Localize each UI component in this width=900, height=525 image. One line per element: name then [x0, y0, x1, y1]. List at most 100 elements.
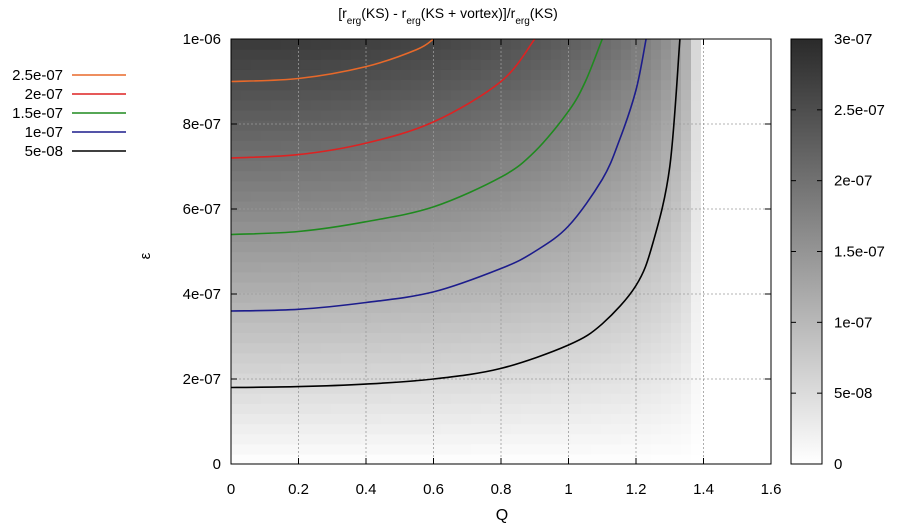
heatmap-cell: [511, 160, 522, 172]
heatmap-cell: [591, 271, 602, 283]
heatmap-cell: [731, 403, 742, 415]
heatmap-cell: [381, 342, 392, 354]
heatmap-cell: [251, 180, 262, 192]
heatmap-cell: [541, 332, 552, 344]
heatmap-cell: [471, 453, 482, 465]
heatmap-cell: [271, 413, 282, 425]
heatmap-cell: [241, 393, 252, 404]
heatmap-cell: [691, 433, 702, 445]
heatmap-cell: [431, 433, 442, 445]
heatmap-cell: [401, 39, 412, 50]
heatmap-cell: [321, 190, 332, 202]
heatmap-cell: [581, 281, 592, 293]
heatmap-cell: [501, 403, 512, 415]
heatmap-cell: [541, 453, 552, 465]
heatmap-cell: [671, 140, 682, 151]
heatmap-cell: [311, 281, 322, 293]
heatmap-cell: [341, 251, 352, 263]
heatmap-cell: [721, 39, 732, 50]
heatmap-cell: [621, 69, 632, 81]
heatmap-cell: [401, 433, 412, 445]
heatmap-cell: [291, 39, 302, 50]
heatmap-cell: [341, 302, 352, 313]
heatmap-cell: [461, 200, 472, 212]
heatmap-cell: [501, 372, 512, 384]
heatmap-cell: [701, 443, 712, 455]
heatmap-cell: [601, 251, 612, 263]
heatmap-cell: [511, 99, 522, 111]
heatmap-cell: [621, 322, 632, 334]
heatmap-cell: [321, 231, 332, 242]
heatmap-cell: [471, 180, 482, 192]
heatmap-cell: [611, 49, 622, 60]
heatmap-cell: [331, 312, 342, 323]
heatmap-cell: [661, 119, 672, 131]
heatmap-cell: [591, 291, 602, 303]
heatmap-cell: [541, 443, 552, 455]
heatmap-cell: [761, 150, 772, 162]
heatmap-cell: [691, 251, 702, 263]
heatmap-cell: [271, 160, 282, 172]
heatmap-cell: [711, 130, 722, 141]
heatmap-cell: [601, 221, 612, 232]
heatmap-cell: [721, 150, 732, 162]
heatmap-cell: [531, 170, 542, 182]
heatmap-cell: [531, 342, 542, 354]
heatmap-cell: [661, 49, 672, 60]
heatmap-cell: [621, 291, 632, 303]
heatmap-cell: [461, 342, 472, 354]
heatmap-cell: [531, 322, 542, 334]
heatmap-cell: [581, 302, 592, 313]
heatmap-cell: [351, 130, 362, 141]
heatmap-cell: [351, 271, 362, 283]
heatmap-cell: [321, 130, 332, 141]
heatmap-cell: [671, 170, 682, 182]
heatmap-cell: [451, 39, 462, 50]
heatmap-cell: [711, 190, 722, 202]
heatmap-cell: [271, 383, 282, 394]
heatmap-cell: [381, 89, 392, 101]
heatmap-cell: [591, 393, 602, 404]
heatmap-cell: [341, 99, 352, 111]
heatmap-cell: [701, 241, 712, 253]
heatmap-cell: [741, 200, 752, 212]
heatmap-cell: [411, 342, 422, 354]
heatmap-cell: [471, 322, 482, 334]
heatmap-cell: [491, 69, 502, 81]
heatmap-cell: [531, 109, 542, 121]
heatmap-cell: [271, 241, 282, 253]
heatmap-cell: [381, 119, 392, 131]
heatmap-cell: [521, 443, 532, 455]
heatmap-cell: [251, 261, 262, 273]
heatmap-cell: [661, 200, 672, 212]
heatmap-cell: [361, 160, 372, 172]
heatmap-cell: [641, 221, 652, 232]
heatmap-cell: [541, 302, 552, 313]
heatmap-cell: [641, 200, 652, 212]
heatmap-cell: [731, 130, 742, 141]
heatmap-cell: [281, 180, 292, 192]
heatmap-cell: [581, 130, 592, 141]
heatmap-cell: [721, 200, 732, 212]
heatmap-cell: [761, 312, 772, 323]
heatmap-cell: [231, 160, 242, 172]
heatmap-cell: [721, 312, 732, 323]
heatmap-cell: [601, 433, 612, 445]
heatmap-cell: [231, 261, 242, 273]
heatmap-cell: [471, 130, 482, 141]
heatmap-cell: [391, 99, 402, 111]
heatmap-cell: [661, 99, 672, 111]
heatmap-cell: [681, 332, 692, 344]
heatmap-cell: [401, 221, 412, 232]
heatmap-cell: [231, 443, 242, 455]
heatmap-cell: [251, 241, 262, 253]
heatmap-cell: [501, 59, 512, 70]
heatmap-cell: [281, 79, 292, 91]
heatmap-cell: [731, 393, 742, 404]
heatmap-cell: [291, 190, 302, 202]
heatmap-cell: [571, 261, 582, 273]
heatmap-cell: [501, 413, 512, 425]
heatmap-cell: [311, 443, 322, 455]
heatmap-cell: [661, 211, 672, 222]
heatmap-cell: [541, 291, 552, 303]
